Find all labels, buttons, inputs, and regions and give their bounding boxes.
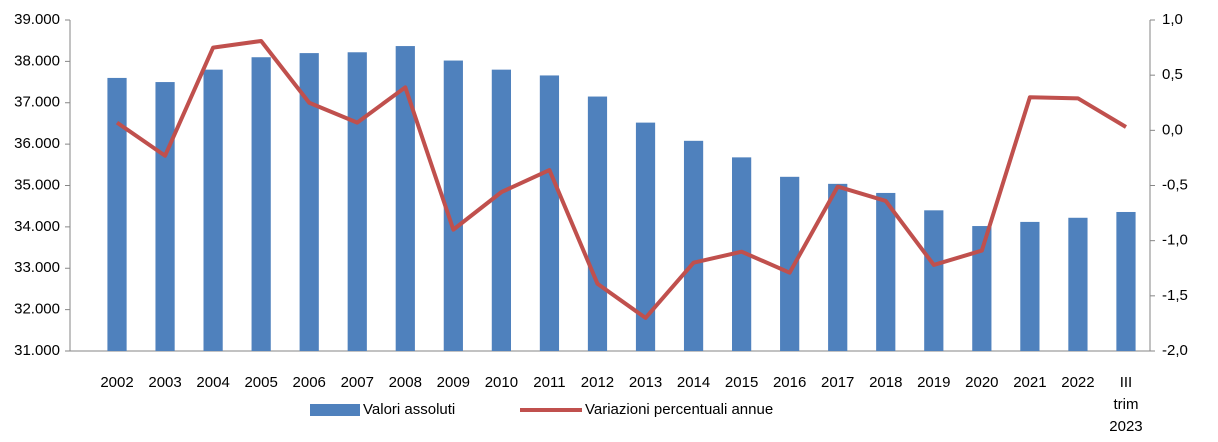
x-tick-label: 2022 <box>1061 374 1094 391</box>
y2-tick-label: -1,5 <box>1162 287 1188 304</box>
bar <box>539 75 560 351</box>
y2-tick-label: -0,5 <box>1162 176 1188 193</box>
bar <box>347 52 367 352</box>
x-tick-label: 2020 <box>965 374 998 391</box>
y2-tick-label: -1,0 <box>1162 232 1188 249</box>
x-tick-label: 2015 <box>725 374 758 391</box>
bar <box>491 69 511 352</box>
bar <box>1116 211 1136 351</box>
y-tick-label: 31.000 <box>14 342 60 359</box>
bar <box>1068 217 1088 351</box>
x-tick-label: 2014 <box>677 374 710 391</box>
legend-swatch <box>310 404 360 416</box>
y-tick-label: 38.000 <box>14 52 60 69</box>
x-tick-label: 2005 <box>244 374 277 391</box>
x-tick-label: 2018 <box>869 374 902 391</box>
y-tick-label: 39.000 <box>14 11 60 28</box>
x-tick-label: 2021 <box>1013 374 1046 391</box>
y-tick-label: 32.000 <box>14 301 60 318</box>
y2-tick-label: -2,0 <box>1162 342 1188 359</box>
x-tick-label: 2012 <box>581 374 614 391</box>
bar <box>587 96 608 351</box>
x-tick-label: 2009 <box>437 374 470 391</box>
x-tick-label: 2002 <box>100 374 133 391</box>
x-tick-label: 2016 <box>773 374 806 391</box>
y-tick-label: 33.000 <box>14 259 60 276</box>
line <box>115 38 1128 320</box>
x-tick-label: 2017 <box>821 374 854 391</box>
x-tick-label: 2010 <box>485 374 518 391</box>
bar <box>924 210 944 351</box>
bar <box>251 57 271 352</box>
x-tick-label: 2007 <box>341 374 374 391</box>
x-tick-label: III trim 2023 <box>1109 374 1142 435</box>
bar <box>203 69 223 352</box>
bar <box>780 176 800 351</box>
y2-tick-label: 0,0 <box>1162 121 1183 138</box>
bar <box>299 53 319 351</box>
bar <box>107 77 127 352</box>
bar <box>732 157 752 351</box>
x-tick-label: 2013 <box>629 374 662 391</box>
x-tick-label: 2011 <box>533 374 565 391</box>
bar <box>972 226 992 351</box>
bar <box>1020 221 1040 351</box>
x-tick-label: 2003 <box>148 374 181 391</box>
bar <box>443 60 463 352</box>
y-tick-label: 37.000 <box>14 94 60 111</box>
y-tick-label: 35.000 <box>14 176 60 193</box>
x-tick-label: 2004 <box>196 374 229 391</box>
y-tick-label: 36.000 <box>14 135 60 152</box>
bar <box>395 46 415 351</box>
legend-label: Valori assoluti <box>363 401 455 418</box>
legend-label: Variazioni percentuali annue <box>585 401 773 418</box>
x-tick-label: 2019 <box>917 374 950 391</box>
bar <box>828 183 848 351</box>
x-tick-label: 2006 <box>293 374 326 391</box>
y-tick-label: 34.000 <box>14 218 60 235</box>
y2-tick-label: 0,5 <box>1162 66 1183 83</box>
y2-tick-label: 1,0 <box>1162 11 1183 28</box>
bar <box>876 192 896 351</box>
bar <box>683 140 704 351</box>
bar <box>635 122 656 351</box>
bar <box>155 82 175 351</box>
x-tick-label: 2008 <box>389 374 422 391</box>
